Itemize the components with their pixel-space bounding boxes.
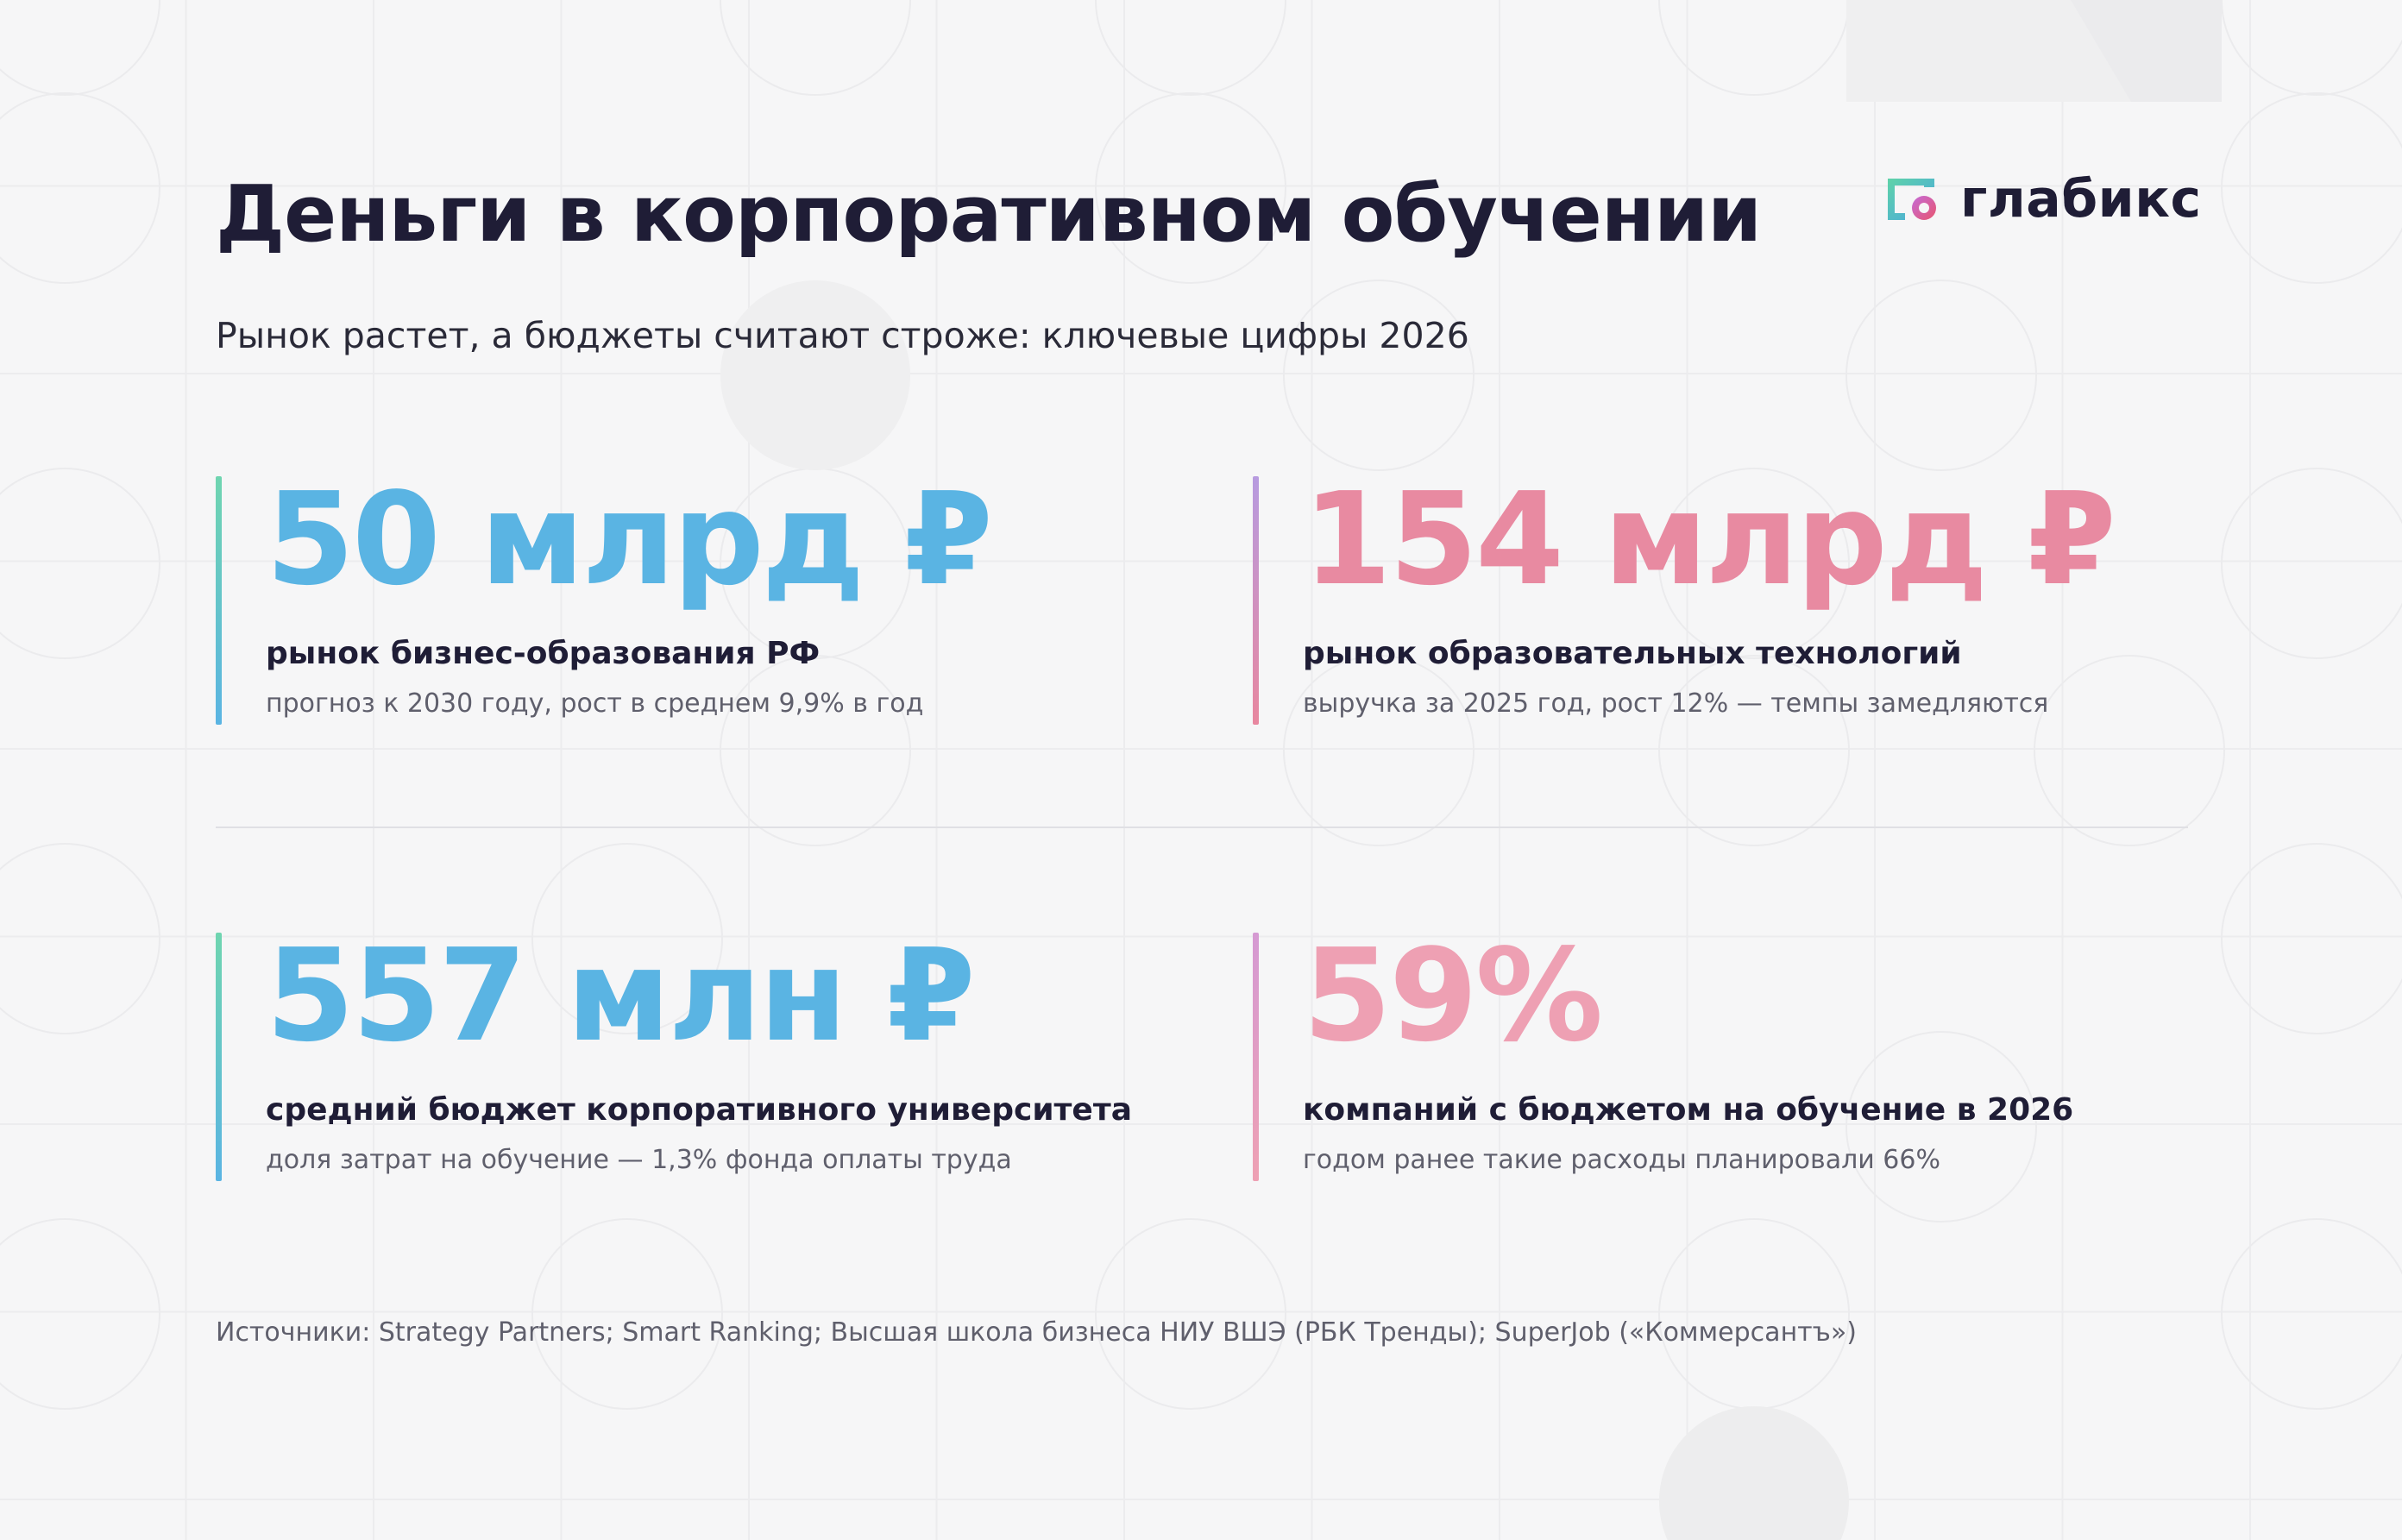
stat-note: прогноз к 2030 году, рост в среднем 9,9%… [266,688,924,719]
stat-label: средний бюджет корпоративного университе… [266,1092,1132,1128]
stat-label: компаний с бюджетом на обучение в 2026 [1303,1092,2074,1128]
stat-note: доля затрат на обучение — 1,3% фонда опл… [266,1145,1012,1175]
stat-label: рынок бизнес-образования РФ [266,636,821,671]
brand-logo: глабикс [1884,169,2202,229]
logo-text: глабикс [1960,169,2202,229]
stat-value: 154 млрд ₽ [1303,465,2116,613]
stat-accent-bar [216,933,222,1181]
stat-value: 50 млрд ₽ [266,465,993,613]
stat-note: годом ранее такие расходы планировали 66… [1303,1145,1940,1175]
glabix-logo-icon [1888,179,1936,220]
stat-value: 557 млн ₽ [266,921,976,1070]
page-subtitle: Рынок растет, а бюджеты считают строже: … [216,315,1469,356]
sources-footnote: Источники: Strategy Partners; Smart Rank… [216,1317,1857,1348]
stat-note: выручка за 2025 год, рост 12% — темпы за… [1303,688,2049,719]
stat-accent-bar [1253,476,1259,725]
stat-accent-bar [216,476,222,725]
page-title: Деньги в корпоративном обучении [216,169,1762,260]
stat-value: 59% [1303,921,1603,1070]
stat-accent-bar [1253,933,1259,1181]
stat-label: рынок образовательных технологий [1303,636,1962,671]
section-divider [216,827,2188,828]
